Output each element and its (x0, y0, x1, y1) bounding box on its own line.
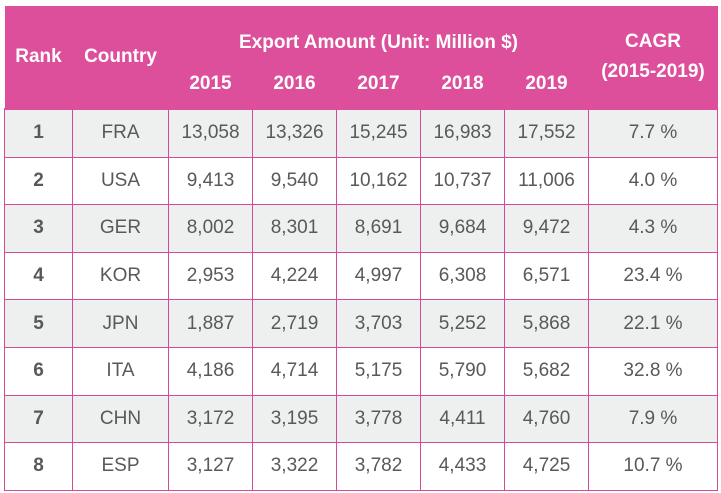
export-value-cell: 4,411 (420, 394, 505, 444)
header-year: 2016 (252, 58, 337, 109)
export-value-cell: 10,737 (420, 156, 505, 206)
export-value-cell: 4,760 (504, 394, 589, 444)
export-value-cell: 5,252 (420, 299, 505, 348)
cagr-cell: 23.4 % (588, 251, 718, 301)
country-cell: FRA (72, 107, 169, 158)
export-value-cell: 6,571 (504, 251, 589, 301)
export-value-cell: 2,953 (168, 251, 253, 301)
export-value-cell: 3,703 (336, 299, 421, 348)
export-value-cell: 4,725 (504, 442, 589, 491)
table-row: 1 FRA 13,058 13,326 15,245 16,983 17,552 7.7 % (4, 107, 718, 158)
country-cell: USA (72, 156, 169, 206)
rank-cell: 2 (4, 156, 73, 206)
export-value-cell: 13,326 (252, 107, 337, 158)
country-cell: GER (72, 204, 169, 253)
export-value-cell: 3,195 (252, 394, 337, 444)
export-value-cell: 2,719 (252, 299, 337, 348)
export-value-cell: 9,684 (420, 204, 505, 253)
export-value-cell: 9,472 (504, 204, 589, 253)
export-value-cell: 13,058 (168, 107, 253, 158)
table-row: 2 USA 9,413 9,540 10,162 10,737 11,006 4.0 % (4, 156, 718, 206)
header-year: 2017 (336, 58, 421, 109)
header-rank: Rank (4, 6, 73, 109)
header-cagr-title: CAGR (625, 31, 681, 52)
export-value-cell: 4,186 (168, 346, 253, 396)
export-table-container: Rank Country Export Amount (Unit: Millio… (4, 6, 718, 491)
export-value-cell: 6,308 (420, 251, 505, 301)
export-value-cell: 16,983 (420, 107, 505, 158)
export-value-cell: 3,172 (168, 394, 253, 444)
header-cagr: CAGR (2015-2019) (588, 6, 718, 109)
export-value-cell: 5,682 (504, 346, 589, 396)
cagr-cell: 22.1 % (588, 299, 718, 348)
export-value-cell: 15,245 (336, 107, 421, 158)
table-row: 7 CHN 3,172 3,195 3,778 4,411 4,760 7.9 % (4, 394, 718, 444)
export-value-cell: 9,413 (168, 156, 253, 206)
export-value-cell: 8,002 (168, 204, 253, 253)
export-value-cell: 5,175 (336, 346, 421, 396)
cagr-cell: 7.9 % (588, 394, 718, 444)
header-year: 2019 (504, 58, 589, 109)
table-body: 1 FRA 13,058 13,326 15,245 16,983 17,552 7.7 % 2… (4, 107, 718, 491)
export-value-cell: 4,433 (420, 442, 505, 491)
export-value-cell: 4,714 (252, 346, 337, 396)
header-export-amount: Export Amount (Unit: Million $) (168, 6, 589, 58)
export-value-cell: 4,997 (336, 251, 421, 301)
table-row: 3 GER 8,002 8,301 8,691 9,684 9,472 4.3 % (4, 204, 718, 253)
rank-cell: 4 (4, 251, 73, 301)
cagr-cell: 10.7 % (588, 442, 718, 491)
rank-cell: 1 (4, 107, 73, 158)
export-value-cell: 3,778 (336, 394, 421, 444)
export-value-cell: 17,552 (504, 107, 589, 158)
export-value-cell: 3,127 (168, 442, 253, 491)
export-value-cell: 3,782 (336, 442, 421, 491)
header-country: Country (72, 6, 169, 109)
country-cell: ESP (72, 442, 169, 491)
country-cell: KOR (72, 251, 169, 301)
country-cell: ITA (72, 346, 169, 396)
header-year: 2015 (168, 58, 253, 109)
cagr-cell: 7.7 % (588, 107, 718, 158)
cagr-cell: 4.3 % (588, 204, 718, 253)
export-value-cell: 5,790 (420, 346, 505, 396)
country-cell: CHN (72, 394, 169, 444)
export-value-cell: 1,887 (168, 299, 253, 348)
cagr-cell: 4.0 % (588, 156, 718, 206)
rank-cell: 3 (4, 204, 73, 253)
export-value-cell: 3,322 (252, 442, 337, 491)
export-value-cell: 9,540 (252, 156, 337, 206)
export-value-cell: 4,224 (252, 251, 337, 301)
export-value-cell: 8,301 (252, 204, 337, 253)
export-table: Rank Country Export Amount (Unit: Millio… (4, 6, 718, 491)
header-year: 2018 (420, 58, 505, 109)
export-value-cell: 10,162 (336, 156, 421, 206)
export-value-cell: 8,691 (336, 204, 421, 253)
rank-cell: 5 (4, 299, 73, 348)
cagr-cell: 32.8 % (588, 346, 718, 396)
table-row: 5 JPN 1,887 2,719 3,703 5,252 5,868 22.1 % (4, 299, 718, 348)
header-cagr-period: (2015-2019) (601, 61, 705, 82)
table-header: Rank Country Export Amount (Unit: Millio… (4, 6, 718, 109)
table-row: 8 ESP 3,127 3,322 3,782 4,433 4,725 10.7 % (4, 442, 718, 491)
rank-cell: 7 (4, 394, 73, 444)
export-value-cell: 5,868 (504, 299, 589, 348)
rank-cell: 6 (4, 346, 73, 396)
table-row: 4 KOR 2,953 4,224 4,997 6,308 6,571 23.4 % (4, 251, 718, 301)
rank-cell: 8 (4, 442, 73, 491)
country-cell: JPN (72, 299, 169, 348)
export-value-cell: 11,006 (504, 156, 589, 206)
table-row: 6 ITA 4,186 4,714 5,175 5,790 5,682 32.8 % (4, 346, 718, 396)
